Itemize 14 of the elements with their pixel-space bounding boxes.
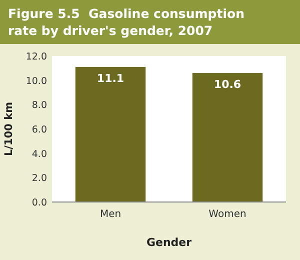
y-tick-label: 8.0 (32, 100, 47, 112)
x-axis-title: Gender (146, 236, 192, 249)
y-tick-label: 0.0 (32, 198, 47, 208)
y-tick-label: 12.0 (26, 52, 47, 62)
y-tick-label: 2.0 (32, 173, 47, 184)
chart-title: Figure 5.5 Gasoline consumption rate by driver's gender, 2007 (8, 6, 244, 38)
x-tick-label: Men (100, 209, 122, 220)
data-label: 11.1 (96, 72, 124, 85)
y-axis-title: L/100 km (3, 102, 15, 156)
x-tick-label: Women (208, 209, 246, 220)
data-label: 10.6 (214, 78, 242, 92)
y-tick-label: 4.0 (32, 148, 47, 160)
y-tick-label: 10.0 (26, 76, 47, 87)
y-tick-label: 6.0 (32, 124, 47, 136)
